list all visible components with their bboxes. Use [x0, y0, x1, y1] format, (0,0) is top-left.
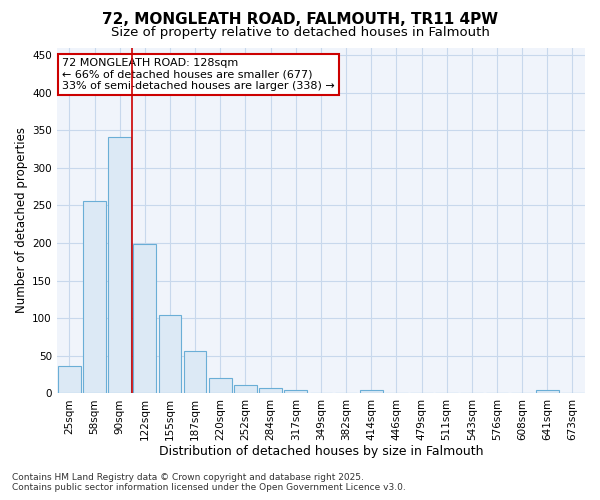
Text: 72 MONGLEATH ROAD: 128sqm
← 66% of detached houses are smaller (677)
33% of semi: 72 MONGLEATH ROAD: 128sqm ← 66% of detac…	[62, 58, 335, 91]
Bar	[284, 390, 307, 394]
Text: Contains HM Land Registry data © Crown copyright and database right 2025.
Contai: Contains HM Land Registry data © Crown c…	[12, 473, 406, 492]
Bar	[234, 385, 257, 394]
Bar	[259, 388, 282, 394]
Bar	[184, 351, 206, 394]
Bar	[58, 366, 80, 394]
Bar	[360, 390, 383, 394]
Text: Size of property relative to detached houses in Falmouth: Size of property relative to detached ho…	[110, 26, 490, 39]
Bar	[158, 315, 181, 394]
Bar	[109, 137, 131, 394]
Y-axis label: Number of detached properties: Number of detached properties	[15, 128, 28, 314]
Bar	[133, 244, 156, 394]
Bar	[536, 390, 559, 394]
Bar	[83, 201, 106, 394]
Bar	[209, 378, 232, 394]
X-axis label: Distribution of detached houses by size in Falmouth: Distribution of detached houses by size …	[158, 444, 483, 458]
Text: 72, MONGLEATH ROAD, FALMOUTH, TR11 4PW: 72, MONGLEATH ROAD, FALMOUTH, TR11 4PW	[102, 12, 498, 28]
